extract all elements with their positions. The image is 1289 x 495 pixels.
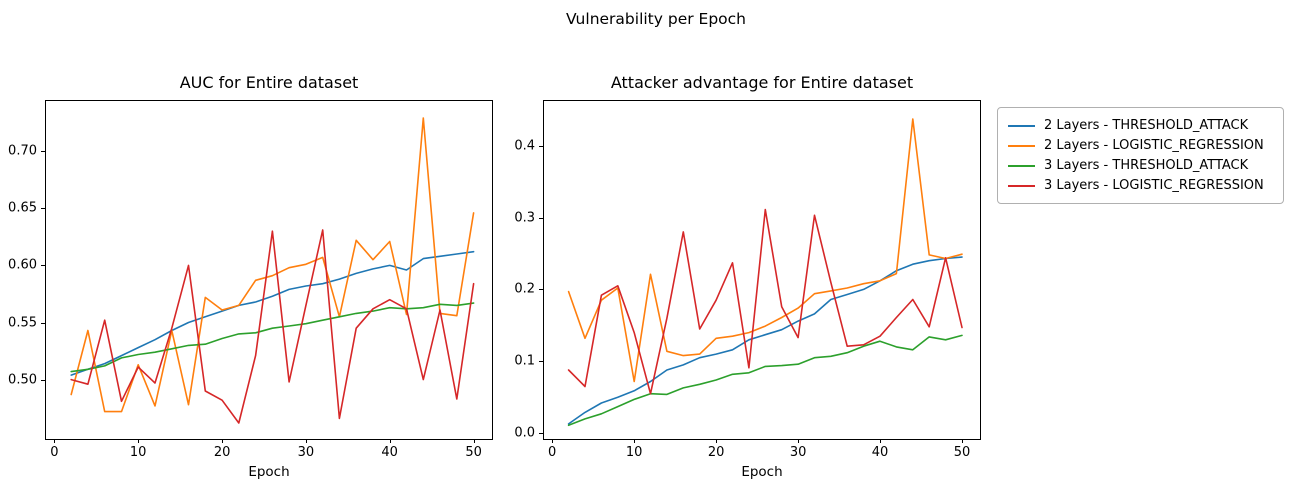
y-tick-label: 0.2 xyxy=(514,281,535,297)
y-tick-mark xyxy=(41,379,45,381)
x-tick-label: 0 xyxy=(50,445,59,460)
x-tick-label: 20 xyxy=(707,445,725,460)
auc-x-axis-label: Epoch xyxy=(248,464,290,480)
series-line-2-layers-threshold-attack xyxy=(70,250,475,376)
y-tick-mark xyxy=(41,151,45,153)
x-tick-mark xyxy=(138,439,140,443)
series-line-2-layers-logistic-regression xyxy=(70,117,475,413)
x-tick-mark xyxy=(716,439,718,443)
auc-plot-lines xyxy=(70,117,475,424)
x-tick-label: 50 xyxy=(953,445,971,460)
x-tick-mark xyxy=(798,439,800,443)
x-tick-mark xyxy=(222,439,224,443)
advantage-plot-lines xyxy=(567,118,963,427)
y-tick-mark xyxy=(539,217,543,219)
series-line-2-layers-logistic-regression xyxy=(567,118,963,383)
auc-chart: AUC for Entire dataset Epoch 0 10 20 30 40 50… xyxy=(8,73,493,480)
legend-line-sample xyxy=(1008,124,1035,127)
x-tick-label: 40 xyxy=(381,445,398,460)
y-tick-label: 0.65 xyxy=(8,200,37,216)
legend-entry-2-layers-logistic-regression: 2 Layers - LOGISTIC_REGRESSION xyxy=(1008,136,1273,155)
y-tick-label: 0.60 xyxy=(8,257,37,273)
x-tick-label: 30 xyxy=(297,445,315,460)
x-tick-label: 0 xyxy=(548,445,557,460)
x-tick-mark xyxy=(54,439,56,443)
legend-line-sample xyxy=(1008,164,1035,167)
x-tick-label: 20 xyxy=(213,445,231,460)
legend-entry-3-layers-logistic-regression: 3 Layers - LOGISTIC_REGRESSION xyxy=(1008,176,1273,195)
y-tick-mark xyxy=(41,208,45,210)
y-tick-label: 0.3 xyxy=(514,210,535,225)
legend-line-sample xyxy=(1008,184,1035,187)
x-tick-label: 40 xyxy=(871,445,889,460)
x-tick-mark xyxy=(473,439,475,443)
legend-label: 3 Layers - THRESHOLD_ATTACK xyxy=(1044,158,1249,173)
x-tick-mark xyxy=(634,439,636,443)
y-tick-mark xyxy=(539,289,543,291)
advantage-x-axis-label: Epoch xyxy=(741,464,783,480)
y-tick-mark xyxy=(539,145,543,147)
auc-chart-title: AUC for Entire dataset xyxy=(179,73,359,92)
y-tick-label: 0.4 xyxy=(514,138,535,154)
advantage-chart-title: Attacker advantage for Entire dataset xyxy=(610,73,914,92)
y-tick-mark xyxy=(539,433,543,435)
x-tick-label: 10 xyxy=(129,445,147,460)
series-line-3-layers-logistic-regression xyxy=(70,229,475,424)
series-line-3-layers-threshold-attack xyxy=(567,334,963,427)
y-tick-label: 0.1 xyxy=(514,353,535,369)
y-tick-label: 0.50 xyxy=(8,372,37,388)
legend-label: 2 Layers - THRESHOLD_ATTACK xyxy=(1044,118,1249,133)
y-tick-label: 0.70 xyxy=(8,143,37,159)
x-tick-mark xyxy=(880,439,881,443)
x-tick-mark xyxy=(962,439,963,443)
legend-label: 2 Layers - LOGISTIC_REGRESSION xyxy=(1044,138,1264,153)
y-tick-mark xyxy=(539,361,543,363)
x-tick-label: 10 xyxy=(625,445,643,460)
y-tick-label: 0.55 xyxy=(8,315,37,330)
y-tick-mark xyxy=(41,322,45,324)
figure-title: Vulnerability per Epoch xyxy=(566,10,746,28)
legend-label: 3 Layers - LOGISTIC_REGRESSION xyxy=(1044,178,1264,193)
legend-entry-2-layers-threshold-attack: 2 Layers - THRESHOLD_ATTACK xyxy=(1008,116,1273,135)
x-tick-label: 30 xyxy=(789,445,807,460)
y-tick-label: 0.0 xyxy=(514,425,535,441)
x-tick-mark xyxy=(305,439,307,443)
x-tick-label: 50 xyxy=(465,445,482,460)
legend-line-sample xyxy=(1008,144,1035,147)
x-tick-mark xyxy=(552,439,554,443)
x-tick-mark xyxy=(389,439,391,443)
advantage-chart: Attacker advantage for Entire dataset Ep… xyxy=(514,73,981,480)
legend-entry-3-layers-threshold-attack: 3 Layers - THRESHOLD_ATTACK xyxy=(1008,156,1273,175)
y-tick-mark xyxy=(41,265,45,267)
legend: 2 Layers - THRESHOLD_ATTACK 2 Layers - LO… xyxy=(997,107,1284,204)
series-line-3-layers-logistic-regression xyxy=(567,208,963,395)
